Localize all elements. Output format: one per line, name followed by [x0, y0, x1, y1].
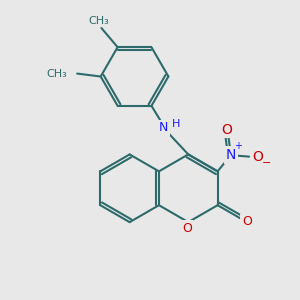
Text: N: N	[159, 122, 168, 134]
Text: O: O	[182, 222, 192, 235]
Text: H: H	[172, 119, 180, 129]
Text: N: N	[226, 148, 236, 162]
Text: CH₃: CH₃	[88, 16, 109, 26]
Text: +: +	[234, 141, 242, 151]
Text: O: O	[252, 150, 263, 164]
Text: CH₃: CH₃	[46, 69, 67, 79]
Text: −: −	[262, 158, 271, 168]
Text: O: O	[222, 122, 232, 136]
Text: O: O	[242, 215, 252, 229]
